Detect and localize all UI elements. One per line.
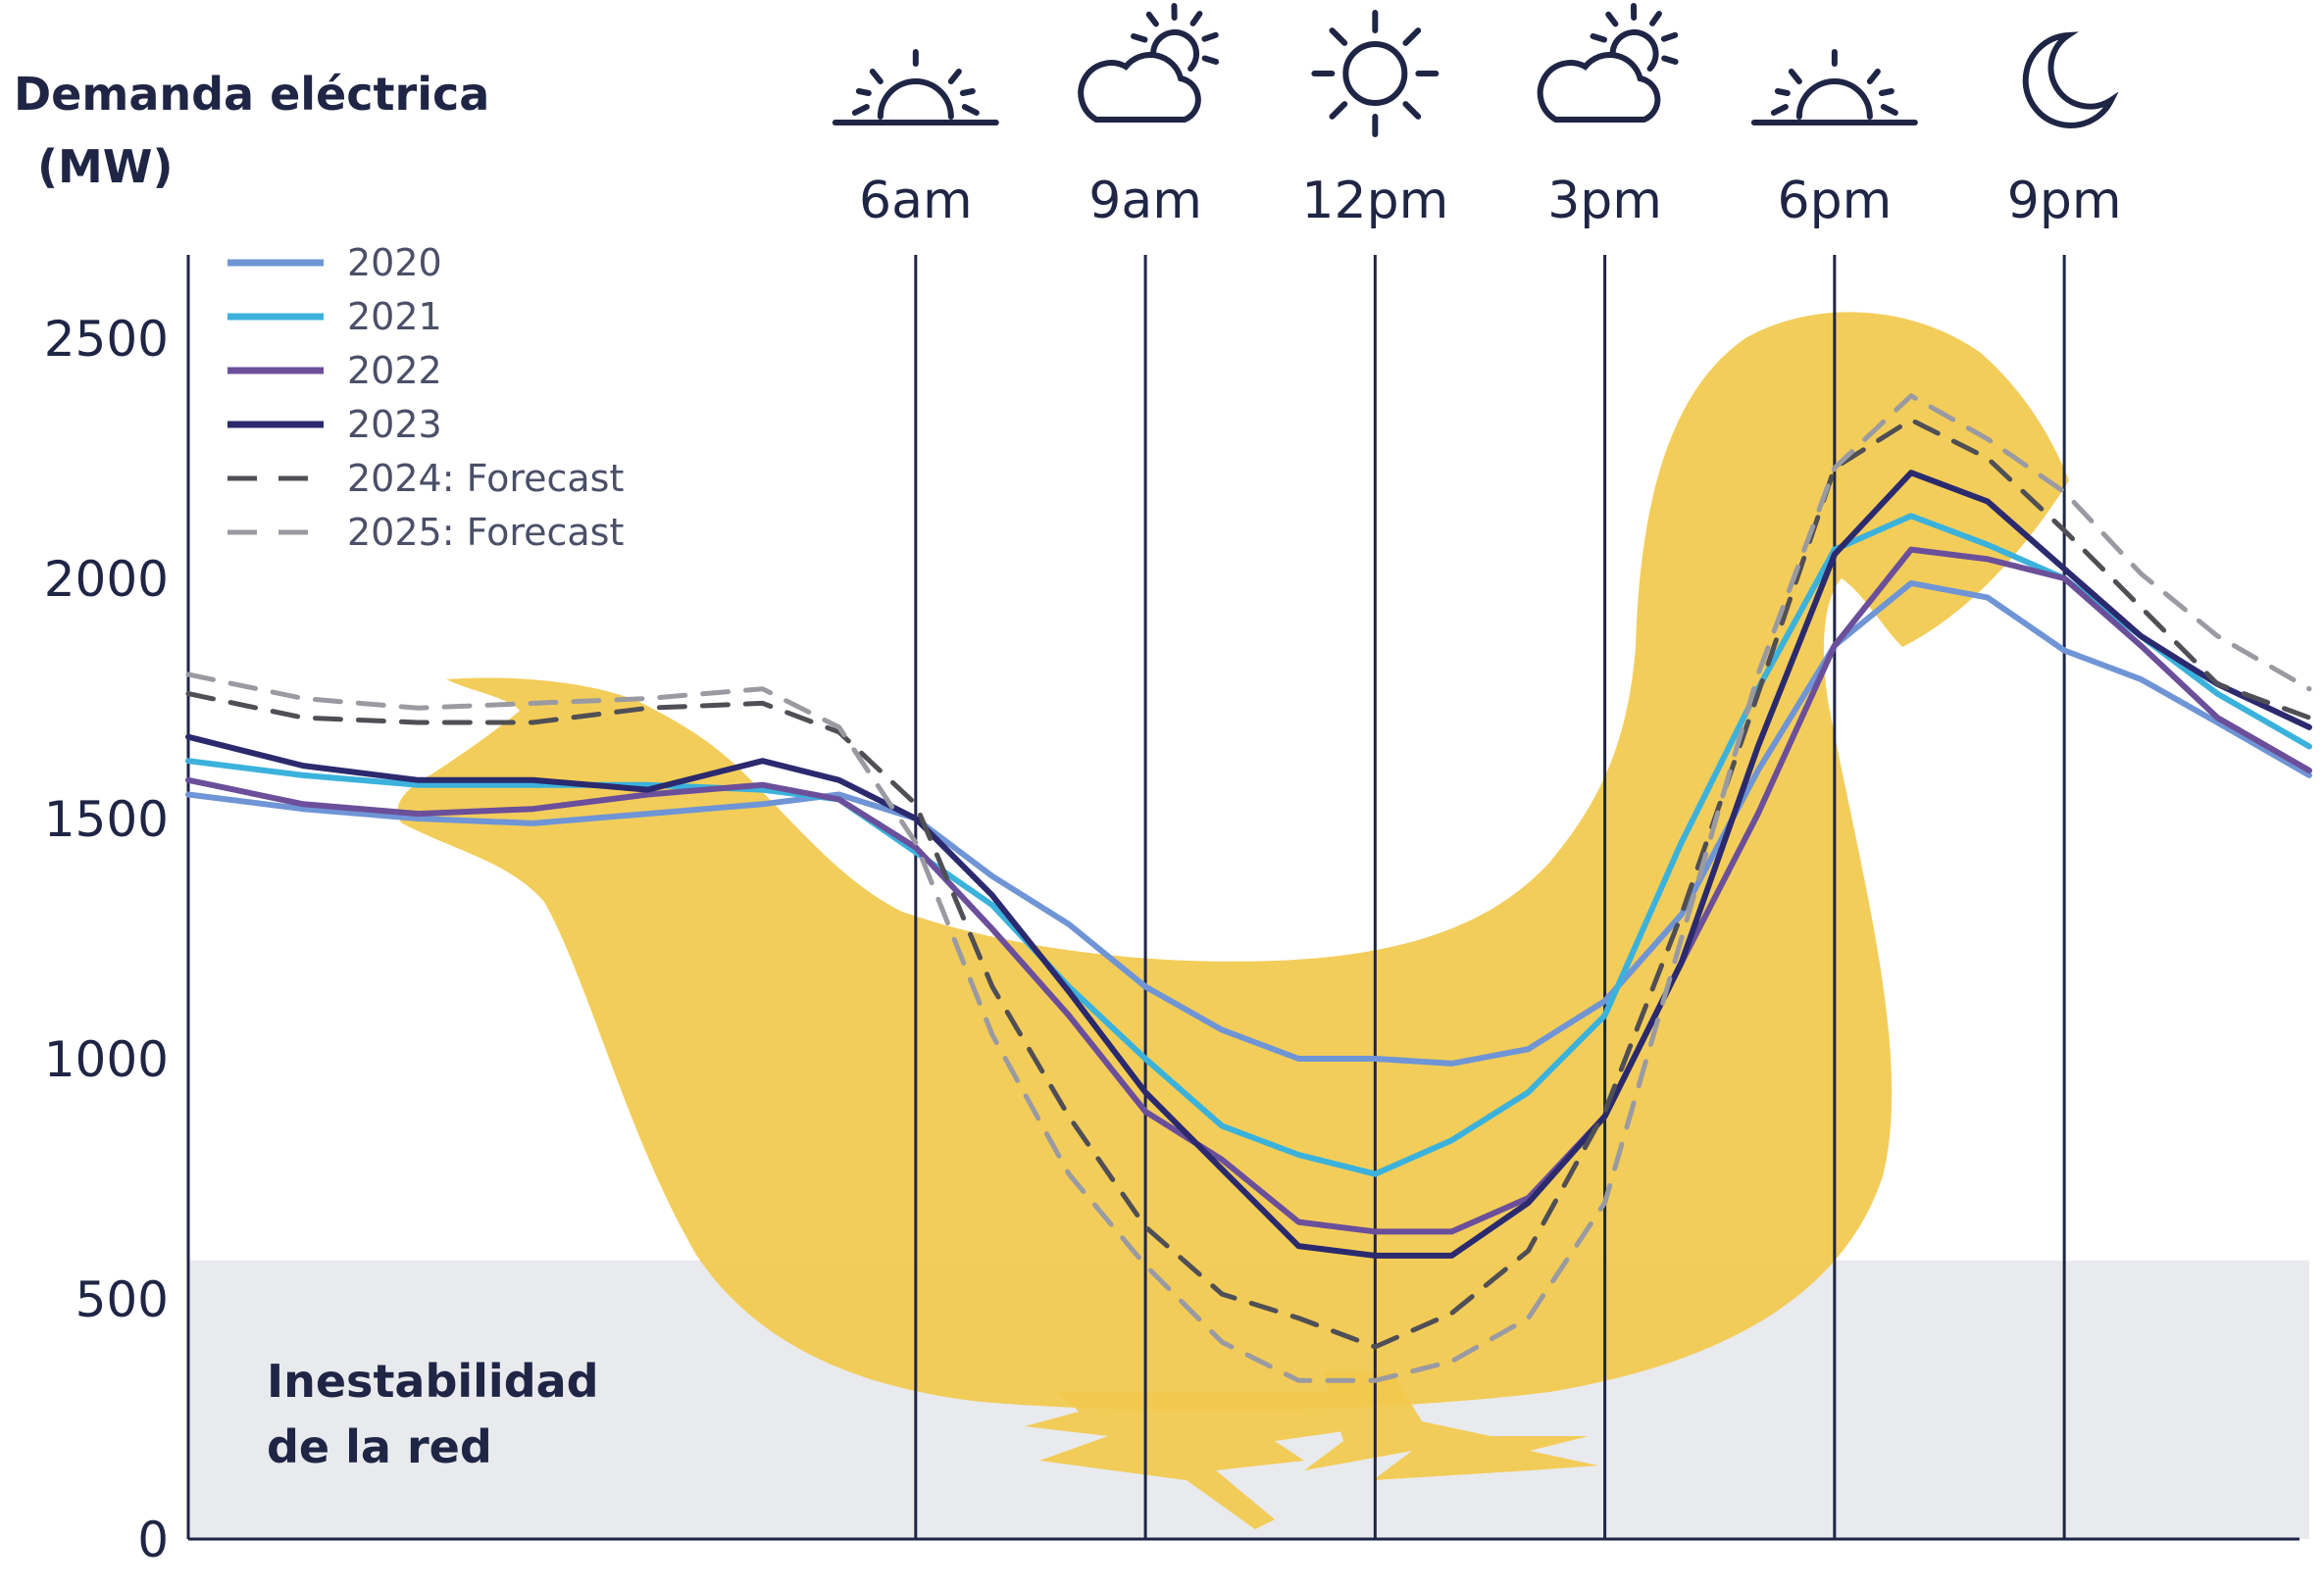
moon-icon (2022, 31, 2119, 128)
y-tick-label: 0 (137, 1512, 169, 1568)
series-line-2024-forecast (185, 417, 2312, 1350)
y-tick-label: 1000 (44, 1031, 169, 1088)
partly-cloudy-icon (1078, 3, 1220, 123)
duck-illustration (397, 312, 2069, 1529)
time-label: 9pm (2007, 172, 2122, 230)
time-labels: 6am 9am 12pm 3pm 6pm 9pm (859, 172, 2121, 230)
time-label: 12pm (1301, 172, 1448, 230)
y-tick-labels: 0 500 1000 1500 2000 2500 (44, 311, 169, 1568)
y-axis-label-line2: (MW) (37, 140, 174, 193)
time-label: 6am (859, 172, 973, 230)
legend-entry-label: 2023 (347, 403, 442, 446)
series-line-2023 (185, 470, 2312, 1259)
y-tick-label: 500 (76, 1271, 169, 1328)
time-label: 6pm (1777, 172, 1892, 230)
time-label: 9am (1088, 172, 1202, 230)
legend-entry-label: 2022 (347, 349, 442, 392)
zone-label-line1: Inestabilidad (267, 1355, 599, 1408)
legend-entry-label: 2021 (347, 295, 442, 338)
series-lines (185, 393, 2312, 1383)
y-tick-label: 1500 (44, 791, 169, 848)
legend: 2020 2021 2022 2023 2024: Forecast 2025: Fore… (227, 241, 624, 554)
zone-label-line2: de la red (267, 1420, 492, 1473)
legend-entry-label: 2025: Forecast (347, 511, 624, 554)
sunset-icon (1750, 49, 1918, 125)
time-label: 3pm (1547, 172, 1662, 230)
series-line-2025-forecast (185, 393, 2312, 1383)
partly-cloudy-icon (1537, 3, 1679, 123)
time-icons (832, 3, 2119, 137)
y-axis-label-line1: Demanda eléctrica (14, 68, 489, 121)
sun-icon (1311, 10, 1440, 137)
sunrise-icon (832, 49, 999, 125)
y-tick-label: 2000 (44, 551, 169, 608)
y-tick-label: 2500 (44, 311, 169, 368)
legend-entry-label: 2024: Forecast (347, 457, 624, 500)
legend-entry-label: 2020 (347, 241, 442, 284)
duck-feet (1025, 1372, 1598, 1529)
series-line-2022 (185, 546, 2312, 1235)
duck-body (397, 312, 2069, 1411)
series-line-2020 (185, 579, 2312, 1067)
